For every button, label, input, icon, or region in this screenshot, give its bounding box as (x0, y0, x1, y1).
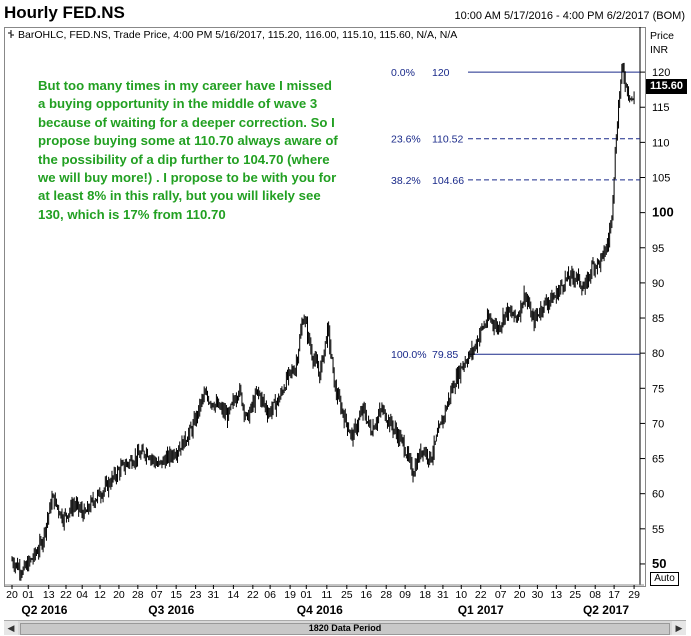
chart-title: Hourly FED.NS (4, 3, 125, 22)
x-tick-label: 25 (569, 589, 581, 601)
x-tick-label: 23 (190, 589, 202, 601)
x-tick-label: 19 (284, 589, 296, 601)
x-tick-label: 20 (113, 589, 125, 601)
y-tick-label: 95 (652, 243, 664, 255)
period-label: Q2 2016 (21, 603, 67, 617)
x-tick-label: 31 (208, 589, 220, 601)
scroll-thumb[interactable] (20, 623, 670, 635)
x-tick-label: 10 (455, 589, 467, 601)
y-tick-label: 85 (652, 313, 664, 325)
y-axis-label-currency: INR (650, 44, 669, 56)
period-label: Q2 2017 (583, 603, 629, 617)
y-tick-label: 110 (652, 137, 670, 149)
x-tick-label: 25 (341, 589, 353, 601)
scroll-left-arrow-icon[interactable]: ◀ (4, 621, 18, 635)
x-tick-label: 04 (76, 589, 88, 601)
x-tick-label: 20 (514, 589, 526, 601)
y-axis-label-price: Price (650, 30, 674, 42)
x-tick-label: 01 (300, 589, 312, 601)
x-tick-label: 22 (60, 589, 72, 601)
x-tick-label: 12 (94, 589, 106, 601)
y-tick-label: 80 (652, 348, 664, 360)
y-tick-label: 55 (652, 524, 664, 536)
auto-scale-button[interactable]: Auto (650, 572, 679, 586)
y-tick-label: 105 (652, 173, 670, 185)
x-tick-label: 22 (247, 589, 259, 601)
x-tick-label: 30 (532, 589, 544, 601)
y-tick-label: 60 (652, 489, 664, 501)
y-tick-label: 50 (652, 556, 666, 571)
x-tick-label: 17 (608, 589, 620, 601)
annotation-text: But too many times in my career have I m… (38, 78, 338, 222)
x-tick-label: 01 (22, 589, 34, 601)
x-tick-label: 07 (151, 589, 163, 601)
plot-area[interactable] (4, 27, 646, 587)
x-tick-label: 06 (264, 589, 276, 601)
x-tick-label: 13 (550, 589, 562, 601)
x-tick-label: 28 (132, 589, 144, 601)
y-tick-label: 90 (652, 278, 664, 290)
data-period-label: 1820 Data Period (308, 623, 382, 633)
x-tick-label: 28 (380, 589, 392, 601)
period-label: Q3 2016 (148, 603, 194, 617)
y-tick-label: 100 (652, 205, 674, 220)
y-tick-label: 70 (652, 418, 664, 430)
y-tick-label: 120 (652, 67, 670, 79)
x-tick-label: 29 (628, 589, 640, 601)
x-tick-label: 16 (360, 589, 372, 601)
x-tick-label: 31 (437, 589, 449, 601)
x-tick-label: 13 (43, 589, 55, 601)
period-label: Q4 2016 (297, 603, 343, 617)
x-tick-label: 22 (475, 589, 487, 601)
y-tick-label: 115 (652, 102, 670, 114)
y-tick-label: 75 (652, 383, 664, 395)
time-scrollbar[interactable]: ◀ 1820 Data Period ▶ (4, 620, 686, 635)
x-tick-label: 08 (589, 589, 601, 601)
x-tick-label: 20 (6, 589, 18, 601)
x-tick-label: 11 (321, 589, 332, 601)
y-tick-label: 65 (652, 454, 664, 466)
x-tick-label: 18 (419, 589, 431, 601)
scroll-right-arrow-icon[interactable]: ▶ (672, 621, 686, 635)
chart-header-text: BarOHLC, FED.NS, Trade Price, 4:00 PM 5/… (18, 29, 458, 41)
x-tick-label: 14 (228, 589, 240, 601)
date-range: 10:00 AM 5/17/2016 - 4:00 PM 6/2/2017 (B… (454, 10, 685, 22)
last-price-badge: 115.60 (646, 79, 687, 94)
chart-header: BarOHLC, FED.NS, Trade Price, 4:00 PM 5/… (6, 29, 457, 41)
x-tick-label: 15 (170, 589, 182, 601)
ohlc-bar-icon (8, 30, 14, 38)
period-label: Q1 2017 (458, 603, 504, 617)
x-tick-label: 07 (495, 589, 507, 601)
title-bar: Hourly FED.NS 10:00 AM 5/17/2016 - 4:00 … (0, 0, 691, 30)
x-tick-label: 09 (399, 589, 411, 601)
